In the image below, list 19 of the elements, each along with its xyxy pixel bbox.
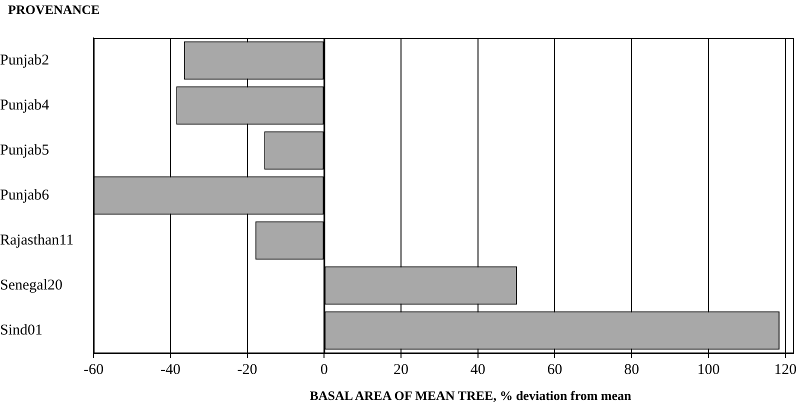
- x-tick-label: 0: [320, 362, 328, 378]
- x-tick-label: 60: [547, 362, 562, 378]
- y-tick-label: Punjab4: [0, 97, 50, 114]
- x-tick-label: 40: [470, 362, 486, 378]
- y-tick-label: Rajasthan11: [0, 232, 74, 248]
- y-tick-label: Senegal20: [0, 277, 62, 294]
- x-tick-label: -40: [160, 362, 180, 378]
- x-tick-label: 20: [394, 362, 409, 378]
- x-tick-label: 120: [774, 362, 797, 378]
- x-axis-title: BASAL AREA OF MEAN TREE, % deviation from mean: [308, 388, 632, 404]
- y-tick-label: Punjab2: [0, 52, 50, 68]
- x-tick-label: -20: [237, 362, 258, 378]
- x-tick-label: 100: [697, 362, 720, 378]
- y-tick-label: Sind01: [0, 322, 43, 338]
- y-tick-label: Punjab5: [0, 142, 50, 158]
- x-tick-label: -60: [84, 362, 104, 378]
- x-tick-label: 80: [624, 362, 640, 378]
- y-axis-title: PROVENANCE: [8, 2, 100, 18]
- y-tick-label: Punjab6: [0, 187, 50, 204]
